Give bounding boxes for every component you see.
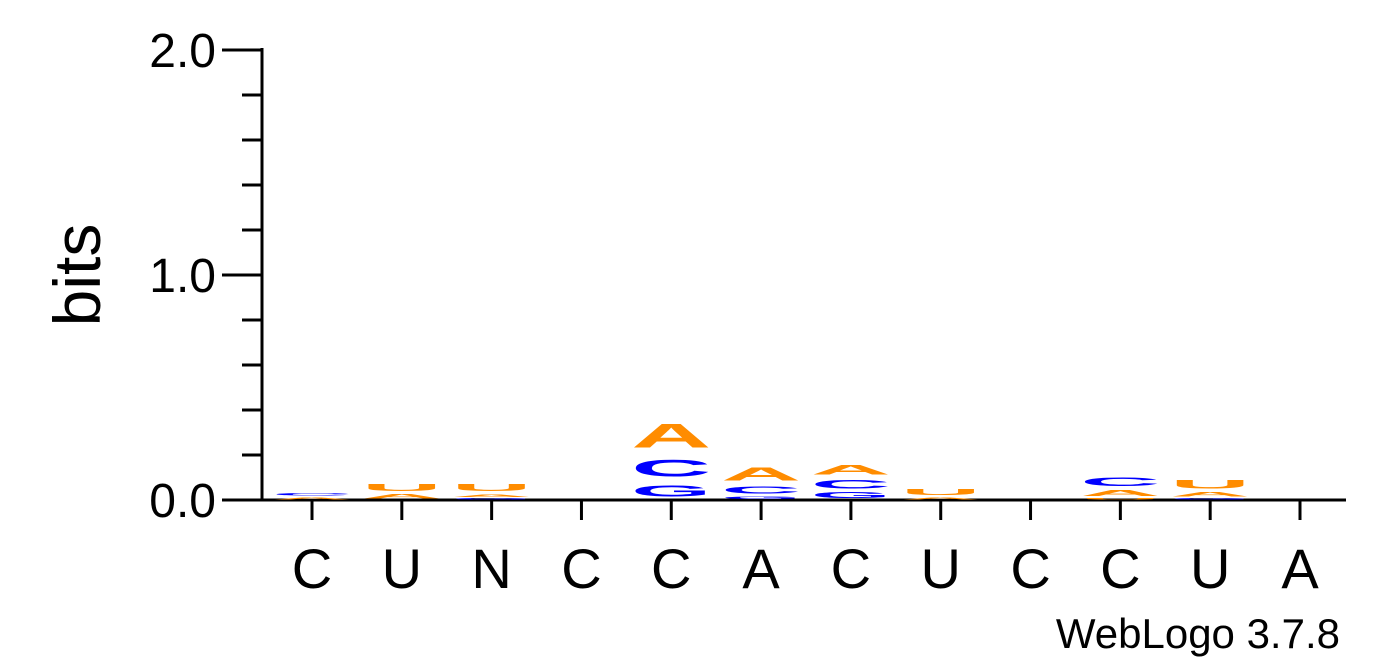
logo-letter: A [631, 417, 711, 455]
logo-letter: C [721, 484, 801, 495]
logo-letter: G [811, 491, 891, 500]
x-tick-label: C [1010, 537, 1050, 600]
logo-letter: G [631, 482, 711, 500]
logo-letter: C [1080, 475, 1160, 488]
footer: WebLogo 3.7.8 [1056, 610, 1340, 657]
y-tick-label: 1.0 [149, 250, 216, 303]
x-tick-label: C [651, 537, 691, 600]
logo-letter: G [452, 498, 532, 500]
logo-letter: C [811, 477, 891, 490]
logo-letter: C [631, 455, 711, 482]
logo-letter: G [1170, 498, 1250, 500]
x-tick-label: C [561, 537, 601, 600]
logo-letter: A [452, 493, 532, 498]
logo-letter: A [1080, 489, 1160, 498]
logo-letter: U [901, 488, 981, 497]
logo-letter: U [1080, 498, 1160, 500]
x-tick-label: U [382, 537, 422, 600]
logo-letter: U [452, 482, 532, 493]
x-tick-label: A [1281, 537, 1319, 600]
x-tick-label: U [921, 537, 961, 600]
logo-letter: A [721, 464, 801, 484]
y-tick-label: 0.0 [149, 475, 216, 528]
logo-letter: C [272, 492, 352, 497]
x-tick-label: N [471, 537, 511, 600]
logo-letter: A [901, 497, 981, 500]
logo-letter: A [1170, 491, 1250, 498]
logo-letter: G [721, 496, 801, 500]
x-tick-label: U [1190, 537, 1230, 600]
x-tick-label: C [1100, 537, 1140, 600]
logo-letter: U [1170, 477, 1250, 490]
x-tick-label: C [831, 537, 871, 600]
logo-letter: U [362, 482, 442, 493]
x-tick-label: C [292, 537, 332, 600]
logo-letter: A [272, 497, 352, 500]
x-tick-label: A [742, 537, 780, 600]
logo-letter: A [362, 493, 442, 500]
y-axis-label: bits [40, 224, 114, 327]
logo-letter: A [811, 462, 891, 478]
y-tick-label: 2.0 [149, 25, 216, 78]
